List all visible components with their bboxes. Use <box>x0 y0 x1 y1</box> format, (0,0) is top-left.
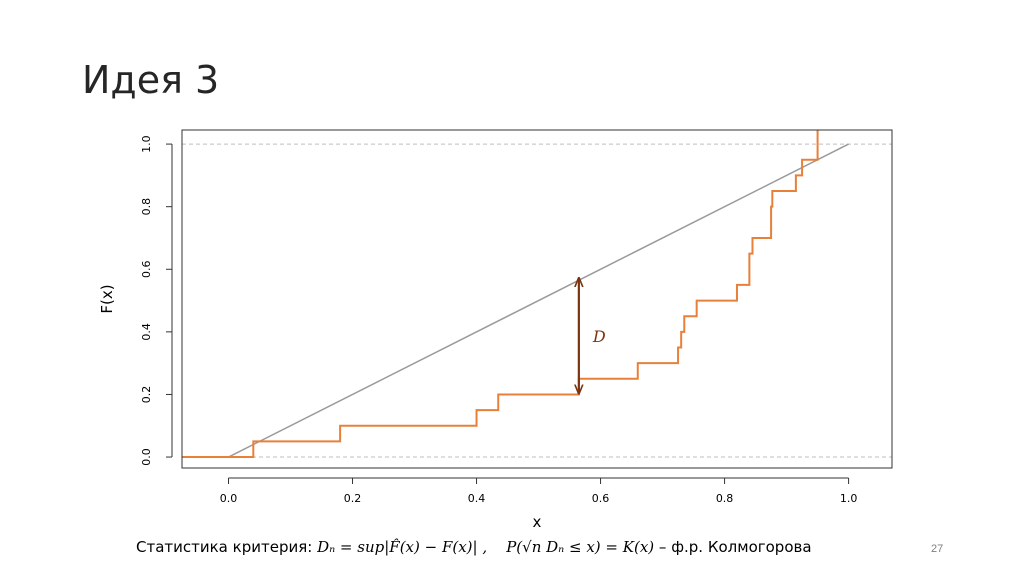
x-tick-label-1: 0.2 <box>344 492 362 505</box>
x-tick-label-0: 0.0 <box>220 492 238 505</box>
x-tick-label-4: 0.8 <box>716 492 734 505</box>
y-tick-label-3: 0.6 <box>140 261 153 279</box>
x-axis-label: x <box>533 513 542 531</box>
theoretical-cdf-line <box>228 143 849 458</box>
caption: Статистика критерия: Dₙ = sup|F̂(x) − F(… <box>136 538 812 556</box>
empirical-cdf-line <box>182 130 819 459</box>
caption-limit: P(√n Dₙ ≤ x) = K(x) <box>506 538 655 556</box>
y-tick-label-2: 0.4 <box>140 323 153 341</box>
caption-statistic: Dₙ = sup|F̂(x) − F(x)| , <box>317 538 488 556</box>
caption-suffix: – ф.р. Колмогорова <box>658 538 812 556</box>
caption-prefix: Статистика критерия: <box>136 538 318 556</box>
y-axis-label: F(x) <box>98 284 116 313</box>
x-tick-label-5: 1.0 <box>840 492 858 505</box>
annotation-label-0: D <box>592 327 606 346</box>
plot-frame <box>181 129 893 469</box>
y-tick-label-0: 0.0 <box>140 448 153 466</box>
y-tick-label-4: 0.8 <box>140 198 153 216</box>
slide-title: Идея 3 <box>82 58 220 102</box>
x-tick-label-2: 0.4 <box>468 492 486 505</box>
page-number: 27 <box>931 543 944 555</box>
y-tick-label-5: 1.0 <box>140 135 153 153</box>
y-tick-label-1: 0.2 <box>140 386 153 404</box>
x-tick-label-3: 0.6 <box>592 492 610 505</box>
